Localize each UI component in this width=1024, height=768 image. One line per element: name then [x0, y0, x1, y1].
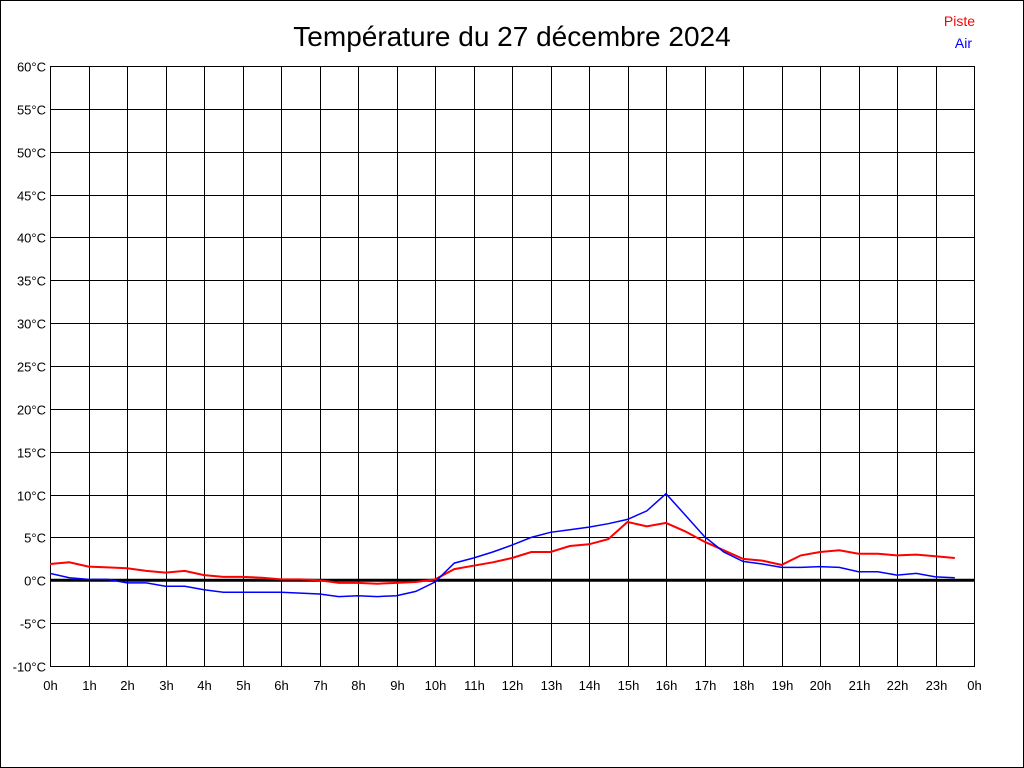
y-tick-label: 40°C — [17, 231, 46, 246]
x-tick-label: 4h — [197, 678, 211, 693]
y-tick-label: 20°C — [17, 403, 46, 418]
y-tick-label: 25°C — [17, 360, 46, 375]
y-tick-label: 45°C — [17, 189, 46, 204]
y-tick-label: 55°C — [17, 103, 46, 118]
legend-piste: Piste — [944, 13, 975, 29]
series-line-air — [49, 492, 955, 598]
y-tick-label: 15°C — [17, 446, 46, 461]
x-tick-label: 23h — [926, 678, 948, 693]
x-tick-label: 20h — [810, 678, 832, 693]
y-tick-label: 10°C — [17, 489, 46, 504]
x-tick-label: 12h — [502, 678, 524, 693]
y-tick-label: 30°C — [17, 317, 46, 332]
x-tick-label: 16h — [656, 678, 678, 693]
x-tick-label: 2h — [120, 678, 134, 693]
x-tick-label: 8h — [351, 678, 365, 693]
x-tick-label: 0h — [967, 678, 981, 693]
x-tick-label: 10h — [425, 678, 447, 693]
y-tick-label: -10°C — [13, 660, 46, 675]
y-tick-label: 5°C — [24, 531, 46, 546]
legend-air: Air — [955, 35, 972, 51]
x-tick-label: 22h — [887, 678, 909, 693]
chart-title: Température du 27 décembre 2024 — [293, 21, 730, 52]
x-tick-label: 0h — [43, 678, 57, 693]
x-tick-label: 6h — [274, 678, 288, 693]
series-line-piste — [49, 520, 955, 585]
x-tick-label: 17h — [695, 678, 717, 693]
x-tick-label: 7h — [313, 678, 327, 693]
x-tick-label: 13h — [541, 678, 563, 693]
y-tick-label: -5°C — [20, 617, 46, 632]
x-tick-label: 3h — [159, 678, 173, 693]
x-tick-label: 11h — [464, 678, 485, 693]
x-tick-label: 14h — [579, 678, 601, 693]
x-tick-label: 18h — [733, 678, 755, 693]
y-tick-label: 60°C — [17, 60, 46, 75]
y-tick-label: 0°C — [24, 574, 46, 589]
y-tick-label: 50°C — [17, 146, 46, 161]
x-tick-label: 5h — [236, 678, 250, 693]
x-tick-label: 21h — [849, 678, 871, 693]
x-tick-label: 1h — [82, 678, 96, 693]
x-tick-label: 19h — [772, 678, 794, 693]
x-tick-label: 9h — [390, 678, 404, 693]
x-tick-label: 15h — [618, 678, 640, 693]
y-tick-label: 35°C — [17, 274, 46, 289]
